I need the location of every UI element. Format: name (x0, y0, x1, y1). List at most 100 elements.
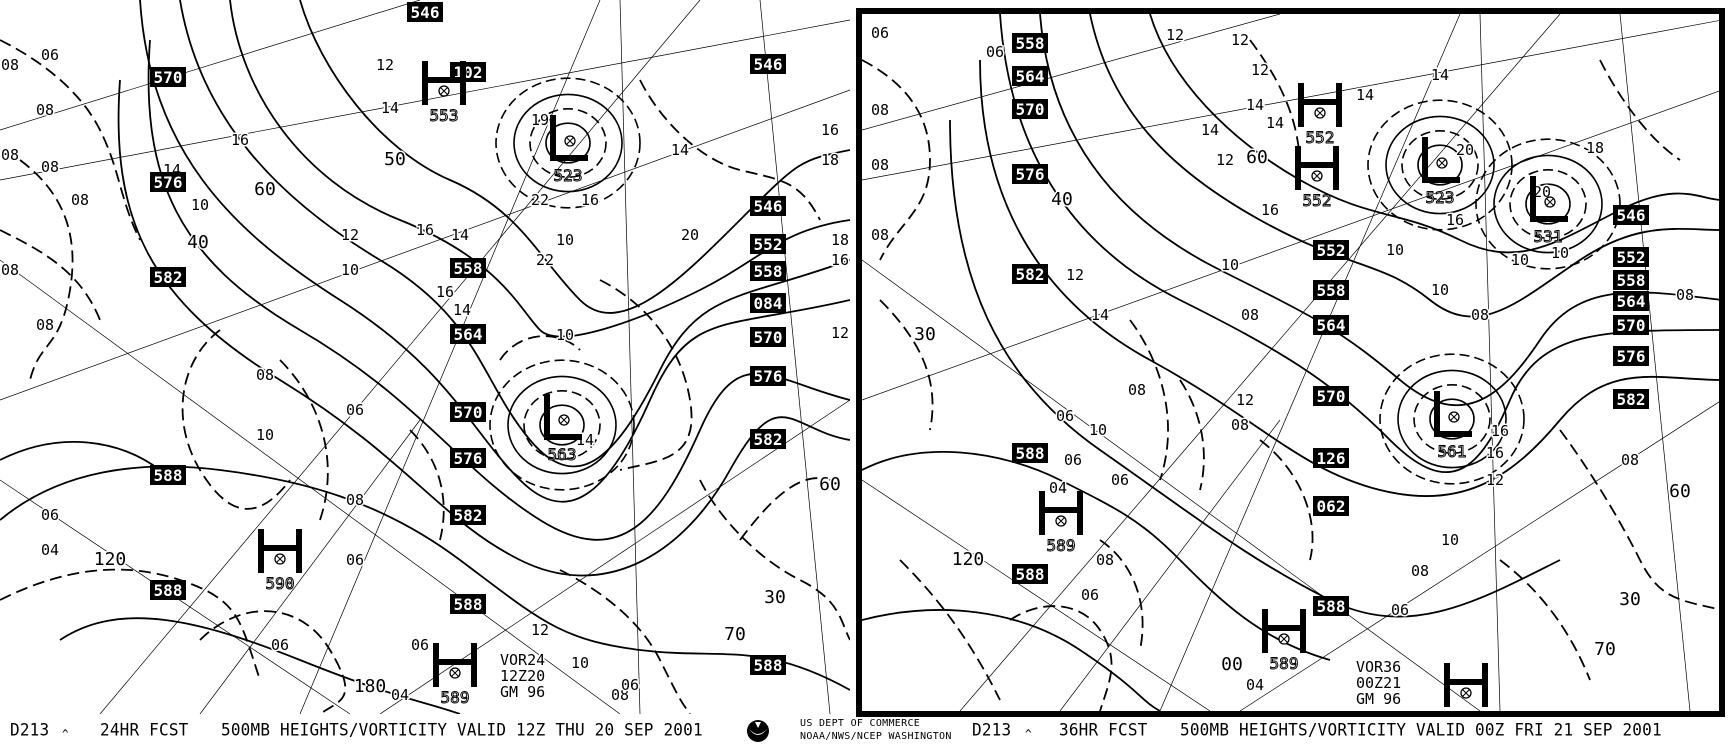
vorticity-label: 12 (1166, 26, 1184, 44)
vorticity-label: 18 (1586, 139, 1604, 157)
high-pressure-center: 553 (422, 61, 466, 126)
vorticity-contour (1179, 379, 1205, 491)
vorticity-label: 08 (1128, 381, 1146, 399)
svg-text:564: 564 (1617, 292, 1646, 311)
graticule-line (759, 0, 831, 714)
closed-contour (495, 77, 641, 209)
svg-text:552: 552 (1317, 241, 1346, 260)
vorticity-label: 19 (531, 111, 549, 129)
closed-contour (545, 122, 591, 164)
vorticity-label: 16 (581, 191, 599, 209)
vorticity-label: 08 (1411, 562, 1429, 580)
graticule-label: 60 (254, 179, 276, 200)
vorticity-label: 12 (831, 324, 849, 342)
svg-text:582: 582 (1016, 265, 1045, 284)
vorticity-label: 08 (71, 191, 89, 209)
height-label: 552 (750, 234, 786, 254)
caption-forecast-24hr: 24HR FCST (100, 719, 189, 740)
svg-text:576: 576 (1016, 165, 1045, 184)
vorticity-label: 08 (871, 101, 889, 119)
svg-text:126: 126 (1317, 449, 1346, 468)
center-value: 561 (1438, 442, 1467, 461)
svg-text:588: 588 (1016, 444, 1045, 463)
height-label: 576 (1613, 346, 1649, 366)
closed-contour (513, 93, 623, 193)
vorticity-contour (19, 159, 74, 381)
graticule-label: 70 (724, 624, 746, 645)
svg-text:576: 576 (1617, 347, 1646, 366)
vorticity-contour (1099, 539, 1144, 651)
vorticity-label: 04 (1049, 479, 1067, 497)
vorticity-label: 18 (821, 151, 839, 169)
height-label: 588 (150, 580, 186, 600)
info-line: 00Z21 (1356, 674, 1401, 692)
vorticity-contour (181, 329, 291, 510)
closed-contour (489, 359, 635, 491)
center-value: 589 (441, 688, 470, 707)
vorticity-label: 04 (391, 686, 409, 704)
vorticity-contour (879, 299, 934, 431)
svg-text:564: 564 (1016, 67, 1045, 86)
vorticity-label: 10 (1089, 421, 1107, 439)
graticule-label: 120 (952, 549, 985, 570)
vorticity-label: 14 (451, 226, 469, 244)
vorticity-label: 10 (1551, 244, 1569, 262)
vorticity-label: 06 (1391, 601, 1409, 619)
low-pressure-center: 523 (1422, 137, 1460, 208)
height-label: 570 (150, 67, 186, 87)
graticule-line (1479, 14, 1501, 711)
vorticity-label: 06 (1064, 451, 1082, 469)
vorticity-label: 08 (871, 226, 889, 244)
info-line: VOR24 (500, 651, 545, 669)
closed-contour (1475, 138, 1621, 270)
svg-text:564: 564 (1317, 316, 1346, 335)
vorticity-label: 10 (1441, 531, 1459, 549)
svg-text:582: 582 (1617, 390, 1646, 409)
height-label: 570 (1313, 386, 1349, 406)
closed-contour (1509, 169, 1587, 240)
vorticity-label: 08 (1, 56, 19, 74)
graticule-line (959, 14, 1561, 711)
vorticity-contour (1259, 439, 1314, 561)
vorticity-label: 10 (1431, 281, 1449, 299)
svg-text:546: 546 (754, 55, 783, 74)
height-label: 588 (1012, 443, 1048, 463)
closed-contour (523, 389, 601, 460)
height-label: 582 (1012, 264, 1048, 284)
vorticity-contour (409, 429, 445, 541)
vorticity-label: 08 (1096, 551, 1114, 569)
vorticity-label: 06 (41, 506, 59, 524)
graticule-label: 40 (187, 232, 209, 253)
height-contour (139, 0, 850, 503)
vorticity-label: 10 (556, 231, 574, 249)
svg-text:552: 552 (1617, 248, 1646, 267)
vorticity-label: 08 (36, 101, 54, 119)
vorticity-label: 12 (1251, 61, 1269, 79)
svg-text:588: 588 (1016, 565, 1045, 584)
vorticity-label: 08 (1471, 306, 1489, 324)
vorticity-label: 10 (556, 326, 574, 344)
vorticity-label: 06 (621, 676, 639, 694)
low-pressure-center: 523 (550, 115, 588, 186)
vorticity-label: 08 (1, 146, 19, 164)
height-contour (299, 0, 850, 314)
high-pressure-center: 552 (1298, 83, 1342, 148)
graticule-line (1239, 401, 1719, 711)
graticule-line (619, 0, 641, 714)
panel-frame-36hr (856, 8, 1725, 717)
vorticity-label: 14 (1356, 86, 1374, 104)
graticule-line (1159, 14, 1461, 711)
svg-text:582: 582 (754, 430, 783, 449)
graticule-line (862, 14, 1281, 131)
vorticity-contour (862, 59, 931, 261)
vorticity-label: 10 (191, 196, 209, 214)
vorticity-label: 10 (1511, 251, 1529, 269)
height-contour (1149, 14, 1719, 254)
height-label: 588 (450, 594, 486, 614)
low-pressure-center: 563 (544, 394, 582, 465)
vorticity-contour (1599, 59, 1681, 161)
height-label: 588 (1012, 564, 1048, 584)
vorticity-label: 06 (411, 636, 429, 654)
